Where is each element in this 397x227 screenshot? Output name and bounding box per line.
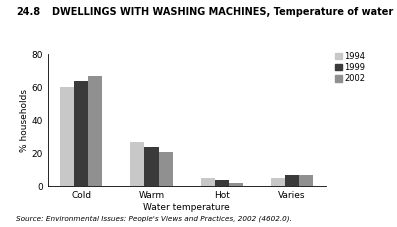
Bar [215,180,229,186]
Y-axis label: % households: % households [19,89,29,152]
Bar [60,87,74,186]
X-axis label: Water temperature: Water temperature [143,203,230,212]
Bar [271,178,285,186]
Bar [145,147,158,186]
Bar [229,183,243,186]
Text: DWELLINGS WITH WASHING MACHINES, Temperature of water used: DWELLINGS WITH WASHING MACHINES, Tempera… [52,7,397,17]
Bar [131,142,145,186]
Text: Source: Environmental Issues: People's Views and Practices, 2002 (4602.0).: Source: Environmental Issues: People's V… [16,216,292,222]
Bar [158,152,173,186]
Bar [74,81,89,186]
Bar [89,76,102,186]
Legend: 1994, 1999, 2002: 1994, 1999, 2002 [335,52,365,83]
Bar [299,175,313,186]
Text: 24.8: 24.8 [16,7,40,17]
Bar [285,175,299,186]
Bar [200,178,215,186]
